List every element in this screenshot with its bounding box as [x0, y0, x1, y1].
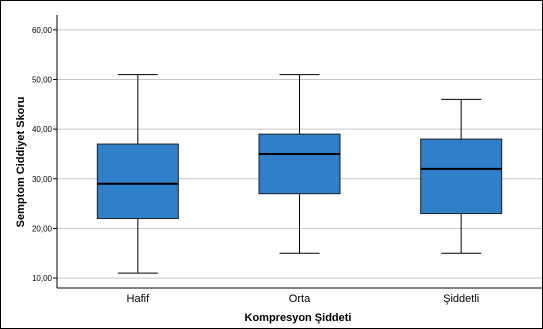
y-tick-label: 30,00	[32, 175, 53, 184]
iqr-box	[420, 138, 503, 215]
y-tick-label: 40,00	[32, 125, 53, 134]
x-axis-title: Kompresyon Şiddeti	[245, 312, 352, 324]
iqr-box	[96, 143, 179, 220]
x-category-label: Şiddetli	[443, 293, 479, 305]
box-1	[96, 74, 179, 274]
x-category-label: Orta	[289, 293, 311, 305]
y-axis-title: Semptom Ciddiyet Skoru	[15, 97, 27, 228]
y-tick-label: 20,00	[32, 224, 53, 233]
x-category-labels: Hafif Orta Şiddetli	[127, 293, 480, 305]
axes	[53, 15, 542, 289]
box-3	[420, 98, 503, 254]
y-tick-label: 50,00	[32, 76, 53, 85]
y-tick-labels: 10,00 20,00 30,00 40,00 50,00 60,00	[32, 26, 53, 283]
y-tick-label: 10,00	[32, 274, 53, 283]
boxes	[96, 74, 503, 274]
iqr-box	[258, 133, 341, 195]
box-2	[258, 74, 341, 254]
y-tick-label: 60,00	[32, 26, 53, 35]
x-category-label: Hafif	[127, 293, 151, 305]
